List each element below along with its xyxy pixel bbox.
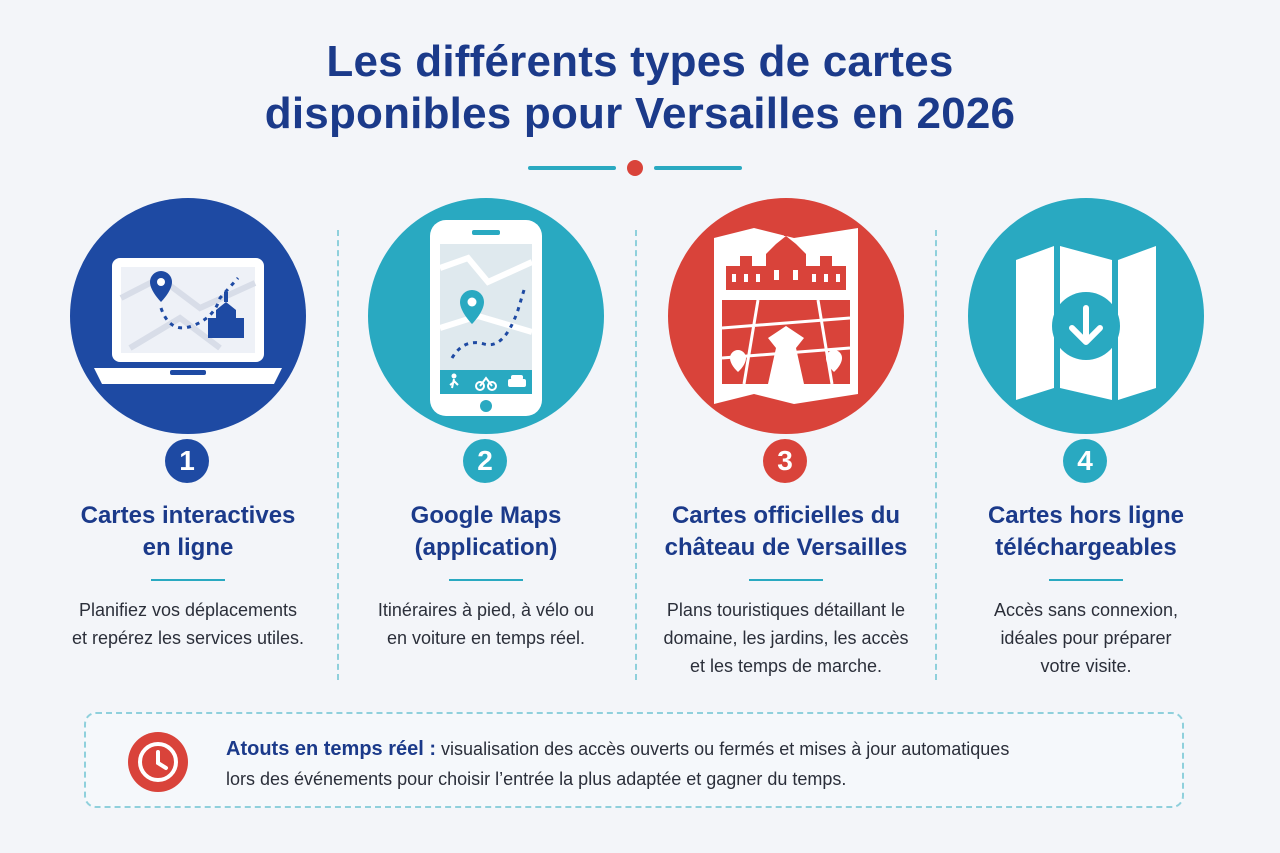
divider-dot [627, 160, 643, 176]
card-title-line: en ligne [142, 534, 234, 561]
divider-line-left [528, 166, 616, 170]
chateau-map-icon [668, 198, 904, 434]
card-title-line: (application) [414, 534, 558, 561]
card-title: Cartes interactives en ligne [38, 500, 338, 564]
callout-text-line-2: lors des événements pour choisir l’entré… [226, 769, 847, 789]
card-description-line: Plans touristiques détaillant le [666, 600, 906, 620]
card-description: Itinéraires à pied, à vélo ou en voiture… [336, 596, 636, 652]
card-title-line: château de Versailles [664, 534, 908, 561]
card-divider [151, 579, 225, 581]
callout-text: Atouts en temps réel : visualisation des… [226, 734, 1146, 794]
step-number: 4 [1063, 439, 1107, 483]
card-title-line: Cartes hors ligne [987, 502, 1185, 529]
clock-icon [128, 732, 188, 792]
card-description: Plans touristiques détaillant le domaine… [636, 596, 936, 680]
card-divider [1049, 579, 1123, 581]
card-title-line: Google Maps [410, 502, 562, 529]
card-description: Accès sans connexion, idéales pour prépa… [936, 596, 1236, 680]
card-description-line: Planifiez vos déplacements [78, 600, 298, 620]
map-type-card-1: 1 Cartes interactives en ligne Planifiez… [38, 198, 338, 688]
page-title: Les différents types de cartes disponibl… [0, 36, 1280, 140]
callout-line-1: Atouts en temps réel : visualisation des… [226, 734, 1146, 764]
column-separator [337, 230, 339, 680]
smartphone-map-icon [368, 198, 604, 434]
title-line-2: disponibles pour Versailles en 2026 [264, 89, 1016, 138]
callout-text-line-1: visualisation des accès ouverts ou fermé… [436, 739, 1010, 759]
step-number-badge: 4 [1058, 434, 1112, 488]
card-title-line: Cartes officielles du [671, 502, 901, 529]
laptop-map-icon [70, 198, 306, 434]
title-line-1: Les différents types de cartes [326, 37, 954, 86]
card-title-line: Cartes interactives [80, 502, 296, 529]
card-description-line: et les temps de marche. [689, 656, 883, 676]
card-title: Google Maps (application) [336, 500, 636, 564]
column-separator [635, 230, 637, 680]
step-number-badge: 1 [160, 434, 214, 488]
divider-line-right [654, 166, 742, 170]
step-number: 3 [763, 439, 807, 483]
card-description: Planifiez vos déplacements et repérez le… [38, 596, 338, 652]
callout-highlight: Atouts en temps réel : [226, 738, 437, 760]
card-description-line: Itinéraires à pied, à vélo ou [377, 600, 595, 620]
card-description-line: votre visite. [1040, 656, 1132, 676]
column-separator [935, 230, 937, 680]
card-description-line: Accès sans connexion, [993, 600, 1179, 620]
card-description-line: idéales pour préparer [1000, 628, 1172, 648]
card-divider [749, 579, 823, 581]
download-map-icon [968, 198, 1204, 434]
card-title: Cartes officielles du château de Versail… [636, 500, 936, 564]
step-number: 2 [463, 439, 507, 483]
step-number-badge: 2 [458, 434, 512, 488]
card-description-line: en voiture en temps réel. [386, 628, 586, 648]
realtime-callout: Atouts en temps réel : visualisation des… [84, 712, 1184, 808]
card-title: Cartes hors ligne téléchargeables [936, 500, 1236, 564]
step-number: 1 [165, 439, 209, 483]
map-type-card-3: 3 Cartes officielles du château de Versa… [636, 198, 936, 688]
map-type-card-2: 2 Google Maps (application) Itinéraires … [336, 198, 636, 688]
map-type-card-4: 4 Cartes hors ligne téléchargeables Accè… [936, 198, 1236, 688]
card-divider [449, 579, 523, 581]
card-title-line: téléchargeables [995, 534, 1177, 561]
step-number-badge: 3 [758, 434, 812, 488]
title-divider [528, 160, 742, 176]
card-description-line: et repérez les services utiles. [71, 628, 305, 648]
card-description-line: domaine, les jardins, les accès [663, 628, 909, 648]
